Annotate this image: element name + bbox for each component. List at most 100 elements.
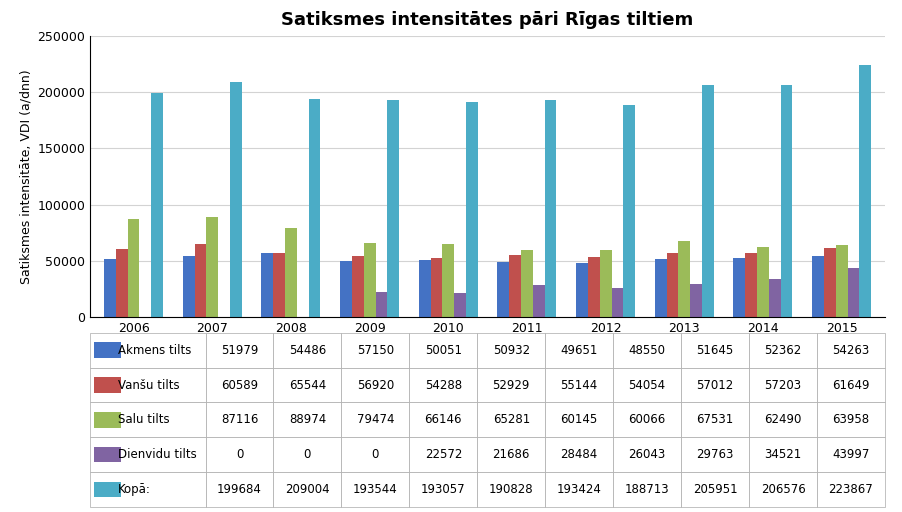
Bar [835, 245, 847, 317]
Bar [273, 402, 341, 437]
Text: 21686: 21686 [492, 448, 529, 461]
Bar [442, 244, 454, 317]
Bar [612, 368, 680, 402]
Text: 206576: 206576 [759, 483, 805, 496]
Bar [756, 247, 768, 317]
Bar [599, 250, 611, 317]
Bar [744, 253, 756, 317]
Bar [859, 65, 870, 317]
Text: 54486: 54486 [289, 344, 326, 357]
Bar [230, 82, 242, 317]
Bar [94, 447, 121, 462]
Bar [206, 333, 273, 368]
Text: 62490: 62490 [763, 413, 801, 426]
Bar [622, 105, 634, 317]
Bar [194, 244, 207, 317]
Text: 52929: 52929 [492, 378, 529, 392]
Text: 0: 0 [303, 448, 311, 461]
Bar [308, 99, 320, 317]
Bar [612, 402, 680, 437]
Text: 79474: 79474 [356, 413, 393, 426]
Bar [816, 368, 884, 402]
Bar [611, 288, 622, 317]
Bar [206, 437, 273, 472]
Bar [182, 256, 194, 317]
Text: 61649: 61649 [832, 378, 869, 392]
Bar [749, 472, 816, 507]
Text: 54263: 54263 [832, 344, 869, 357]
Bar [780, 85, 792, 317]
Bar [340, 261, 352, 317]
Text: 56920: 56920 [356, 378, 393, 392]
Text: Salu tilts: Salu tilts [118, 413, 170, 426]
Text: 193544: 193544 [353, 483, 397, 496]
Bar [680, 368, 749, 402]
Text: 52362: 52362 [764, 344, 801, 357]
Text: 51645: 51645 [695, 344, 733, 357]
Text: 51979: 51979 [221, 344, 258, 357]
Text: 57150: 57150 [356, 344, 393, 357]
Bar [454, 293, 465, 317]
Bar [575, 263, 587, 317]
Text: 66146: 66146 [424, 413, 462, 426]
Text: 57012: 57012 [695, 378, 733, 392]
Text: 209004: 209004 [285, 483, 329, 496]
Bar [497, 262, 509, 317]
Bar [262, 253, 273, 317]
Bar [587, 257, 599, 317]
Bar [689, 284, 701, 317]
Bar [341, 333, 409, 368]
Bar [90, 368, 206, 402]
Bar [749, 368, 816, 402]
Text: Kopā:: Kopā: [118, 483, 151, 496]
Bar [545, 333, 612, 368]
Title: Satiksmes intensitātes pāri Rīgas tiltiem: Satiksmes intensitātes pāri Rīgas tiltie… [281, 11, 693, 29]
Text: 49651: 49651 [560, 344, 597, 357]
Y-axis label: Satiksmes intensitāte, VDI (a/dnn): Satiksmes intensitāte, VDI (a/dnn) [19, 69, 32, 284]
Bar [207, 217, 218, 317]
Bar [811, 257, 823, 317]
Bar [375, 292, 387, 317]
Bar [680, 472, 749, 507]
Text: 60066: 60066 [628, 413, 665, 426]
Bar [680, 333, 749, 368]
Text: 63958: 63958 [832, 413, 869, 426]
Bar [749, 333, 816, 368]
Text: 87116: 87116 [221, 413, 258, 426]
Bar [545, 437, 612, 472]
Bar [409, 472, 477, 507]
Bar [545, 402, 612, 437]
Text: 57203: 57203 [764, 378, 801, 392]
Bar [285, 228, 297, 317]
Bar [273, 437, 341, 472]
Bar [341, 402, 409, 437]
Bar [409, 437, 477, 472]
Bar [544, 99, 556, 317]
Bar [341, 437, 409, 472]
Text: 50051: 50051 [424, 344, 461, 357]
Text: 60145: 60145 [560, 413, 597, 426]
Bar [273, 333, 341, 368]
Text: 88974: 88974 [289, 413, 326, 426]
Bar [90, 402, 206, 437]
Text: 193057: 193057 [420, 483, 465, 496]
Text: 29763: 29763 [695, 448, 733, 461]
Bar [677, 241, 689, 317]
Bar [666, 253, 677, 317]
Bar [419, 260, 430, 317]
Bar [364, 243, 375, 317]
Text: 223867: 223867 [828, 483, 872, 496]
Bar [816, 437, 884, 472]
Bar [104, 259, 115, 317]
Bar [520, 250, 532, 317]
Text: 0: 0 [372, 448, 379, 461]
Text: 28484: 28484 [560, 448, 597, 461]
Bar [732, 259, 744, 317]
Text: 34521: 34521 [764, 448, 801, 461]
Bar [273, 253, 285, 317]
Bar [823, 248, 835, 317]
Bar [768, 279, 780, 317]
Text: 193424: 193424 [557, 483, 601, 496]
Bar [612, 333, 680, 368]
Bar [206, 402, 273, 437]
